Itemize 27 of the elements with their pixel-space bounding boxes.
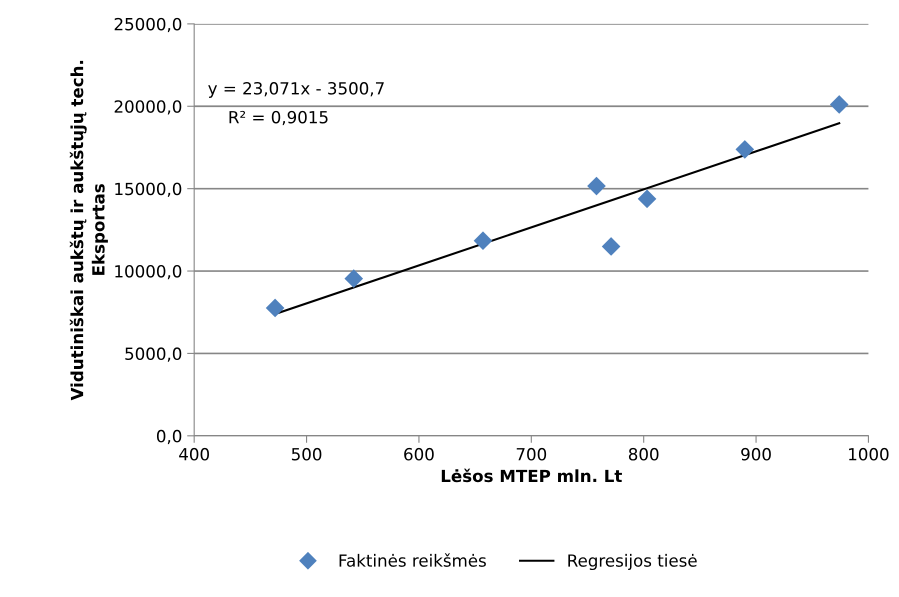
point	[736, 140, 754, 159]
legend-label: Faktinės reikšmės	[340, 553, 486, 567]
point	[638, 190, 656, 208]
point	[266, 298, 284, 318]
x-axis-title: Lėšos MTEP mln. Lt	[442, 468, 622, 482]
y-tick-label: 20000,0	[114, 100, 182, 115]
point	[344, 269, 364, 288]
annotation: R² = 0,9015	[230, 110, 328, 126]
x-tick-label: 800	[628, 448, 658, 461]
y-tick-label: 10000,0	[115, 265, 182, 280]
x-tick-label: 400	[179, 448, 209, 461]
y-tick-label: 25000,0	[114, 18, 182, 32]
point	[474, 231, 492, 250]
point	[587, 176, 606, 196]
x-tick-label: 900	[741, 448, 771, 461]
x-tick-label: 1000	[849, 448, 889, 461]
y-axis-title: Vidutiniškai aukštų ir aukštųjų tech. Eksportas	[70, 60, 108, 400]
y-tick-label: 0,0	[156, 430, 182, 444]
y-tick-label: 15000,0	[115, 182, 182, 197]
x-tick-label: 500	[292, 448, 322, 461]
point	[830, 95, 849, 114]
x-tick-label: 700	[516, 448, 546, 461]
y-tick-label: 5000,0	[125, 347, 182, 362]
annotation: y = 23,071x - 3500,7	[208, 82, 384, 98]
point	[602, 237, 620, 256]
legend-label: Regresijos tiesė	[568, 554, 697, 570]
x-tick-label: 600	[404, 448, 434, 461]
